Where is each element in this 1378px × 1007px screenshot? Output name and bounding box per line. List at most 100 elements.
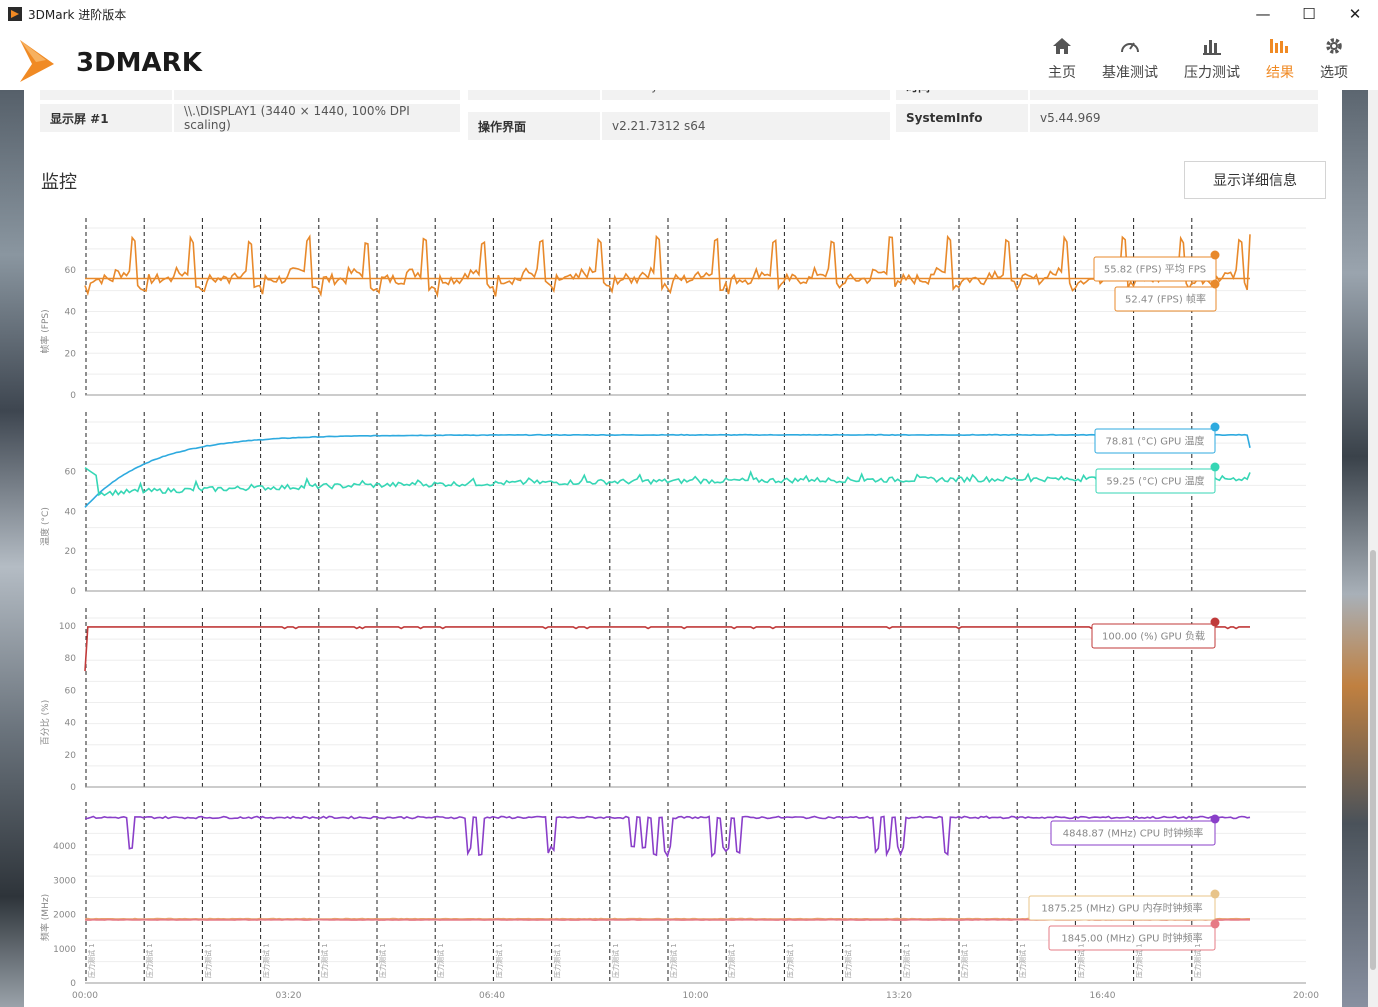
home-icon	[1050, 34, 1074, 58]
legend-marker	[1210, 462, 1220, 472]
logo[interactable]: 3DMARK	[16, 34, 226, 84]
app-header: 3DMARK 主页 基准测试 压力测试 结果	[0, 28, 1378, 90]
loop-label: 压力测试 1	[785, 943, 794, 978]
close-button[interactable]: ✕	[1348, 5, 1362, 23]
series-line-2-1	[84, 433, 1251, 508]
loop-label: 压力测试 1	[203, 943, 212, 978]
legend-marker	[1210, 617, 1220, 627]
monitoring-charts: 0 20 40 60 帧率 (FPS) 55.82 (FPS) 平均 FPS 52.47 (…	[39, 218, 1319, 1001]
window-title: 3DMark 进阶版本	[28, 7, 127, 22]
y-tick-label: 40	[65, 308, 77, 318]
legend-marker	[1210, 814, 1220, 824]
nav-home[interactable]: 主页	[1048, 34, 1076, 82]
legend-box	[1093, 256, 1217, 282]
loop-label: 压力测试 1	[1193, 943, 1202, 978]
legend-marker	[1210, 919, 1220, 929]
loop-label: 压力测试 1	[1135, 943, 1144, 978]
loop-label: 压力测试 1	[611, 943, 620, 978]
y-tick-label: 20	[65, 547, 77, 557]
title-bar: 3DMark 进阶版本 — ☐ ✕	[0, 0, 1378, 28]
chart-panel-1: 0 20 40 60 帧率 (FPS) 55.82 (FPS) 平均 FPS 52.47 (…	[39, 218, 1306, 401]
y-tick-label: 2000	[53, 911, 76, 921]
loop-label: 压力测试 1	[1018, 943, 1027, 978]
nav-stress-tests[interactable]: 压力测试	[1184, 34, 1240, 82]
x-tick-label: 10:00	[683, 991, 709, 1001]
legend-label: 78.81 (°C) GPU 温度	[1105, 435, 1204, 448]
chart-panel-4: 0 1000 2000 3000 4000 频率 (MHz) 4848.87 (MHz) C…	[39, 802, 1306, 989]
y-tick-label: 60	[65, 266, 77, 276]
nav-options[interactable]: 选项	[1320, 34, 1348, 82]
legend-box	[1095, 468, 1216, 494]
loop-label: 压力测试 1	[378, 943, 387, 978]
legend-box	[1094, 428, 1216, 454]
loop-label: 压力测试 1	[1076, 943, 1085, 978]
legend-box	[1114, 286, 1217, 312]
logo-mark-icon	[20, 40, 54, 82]
x-tick-label: 16:40	[1090, 991, 1116, 1001]
legend-box	[1048, 925, 1216, 951]
y-tick-label: 20	[65, 751, 77, 761]
loop-label: 压力测试 1	[669, 943, 678, 978]
info-label-display: 显示屏 #1	[40, 104, 172, 132]
show-details-button[interactable]: 显示详细信息	[1184, 161, 1326, 199]
y-tick-label: 80	[65, 654, 77, 664]
bar-chart-icon	[1200, 34, 1224, 58]
nav-stress-tests-label: 压力测试	[1184, 65, 1240, 81]
legend-marker	[1210, 889, 1220, 899]
nav-results-label: 结果	[1266, 65, 1294, 81]
monitoring-title: 监控	[41, 172, 77, 193]
legend-label: 1875.25 (MHz) GPU 内存时钟频率	[1041, 902, 1202, 915]
legend-box	[1028, 895, 1216, 921]
nav-results[interactable]: 结果	[1266, 34, 1294, 82]
loop-label: 压力测试 1	[960, 943, 969, 978]
loop-label: 压力测试 1	[145, 943, 154, 978]
series-line-3-1	[84, 625, 1250, 672]
y-axis-label: 帧率 (FPS)	[39, 309, 51, 353]
series-line-4-1	[84, 815, 1251, 859]
y-tick-label: 100	[59, 622, 76, 632]
legend-marker	[1210, 422, 1220, 432]
legend-marker	[1210, 250, 1220, 260]
y-axis-label: 百分比 (%)	[39, 700, 51, 745]
info-value-display: \\.\DISPLAY1 (3440 × 1440, 100% DPI scal…	[174, 104, 460, 132]
chart-panel-3: 0 20 40 60 80 100 百分比 (%) 100.00 (%) GPU 负载	[39, 608, 1306, 793]
y-tick-label: 1000	[53, 945, 76, 955]
gear-icon	[1322, 34, 1346, 58]
results-icon	[1268, 34, 1292, 58]
nav-home-label: 主页	[1048, 65, 1076, 81]
loop-label: 压力测试 1	[902, 943, 911, 978]
legend-box	[1091, 623, 1216, 649]
scrollbar[interactable]	[1368, 90, 1378, 1007]
y-axis-label: 频率 (MHz)	[39, 894, 51, 941]
y-tick-label: 0	[70, 391, 76, 401]
nav-options-label: 选项	[1320, 65, 1348, 81]
nav-benchmarks-label: 基准测试	[1102, 65, 1158, 81]
loop-label: 压力测试 1	[87, 943, 96, 978]
background-left-strip	[0, 90, 24, 1007]
loop-label: 压力测试 1	[320, 943, 329, 978]
chart-panel-2: 0 20 40 60 温度 (°C) 78.81 (°C) GPU 温度 59.25 (°C…	[39, 412, 1306, 597]
x-tick-label: 20:00	[1293, 991, 1319, 1001]
app-icon	[8, 7, 22, 21]
loop-label: 压力测试 1	[844, 943, 853, 978]
system-info-table: GPU NVIDIA GeForce RTX 3060 CPU AMD Ryze…	[40, 72, 1320, 142]
y-tick-label: 4000	[53, 842, 76, 852]
info-value-systeminfo: v5.44.969	[1030, 104, 1318, 132]
legend-label: 100.00 (%) GPU 负载	[1102, 630, 1205, 643]
series-line-2-2	[84, 467, 1251, 497]
minimize-button[interactable]: —	[1255, 5, 1271, 23]
info-label-interface: 操作界面	[468, 112, 600, 140]
legend-label: 1845.00 (MHz) GPU 时钟频率	[1061, 932, 1202, 945]
maximize-button[interactable]: ☐	[1302, 5, 1316, 23]
x-tick-label: 03:20	[276, 991, 302, 1001]
main-nav: 主页 基准测试 压力测试 结果 选项	[1022, 34, 1348, 82]
loop-label: 压力测试 1	[727, 943, 736, 978]
y-tick-label: 0	[70, 979, 76, 989]
scrollbar-thumb[interactable]	[1370, 550, 1376, 970]
legend-marker	[1210, 279, 1220, 289]
loop-label: 压力测试 1	[262, 943, 271, 978]
nav-benchmarks[interactable]: 基准测试	[1102, 34, 1158, 82]
x-tick-label: 13:20	[886, 991, 912, 1001]
x-tick-label: 00:00	[72, 991, 98, 1001]
series-line-1-1	[84, 234, 1251, 299]
